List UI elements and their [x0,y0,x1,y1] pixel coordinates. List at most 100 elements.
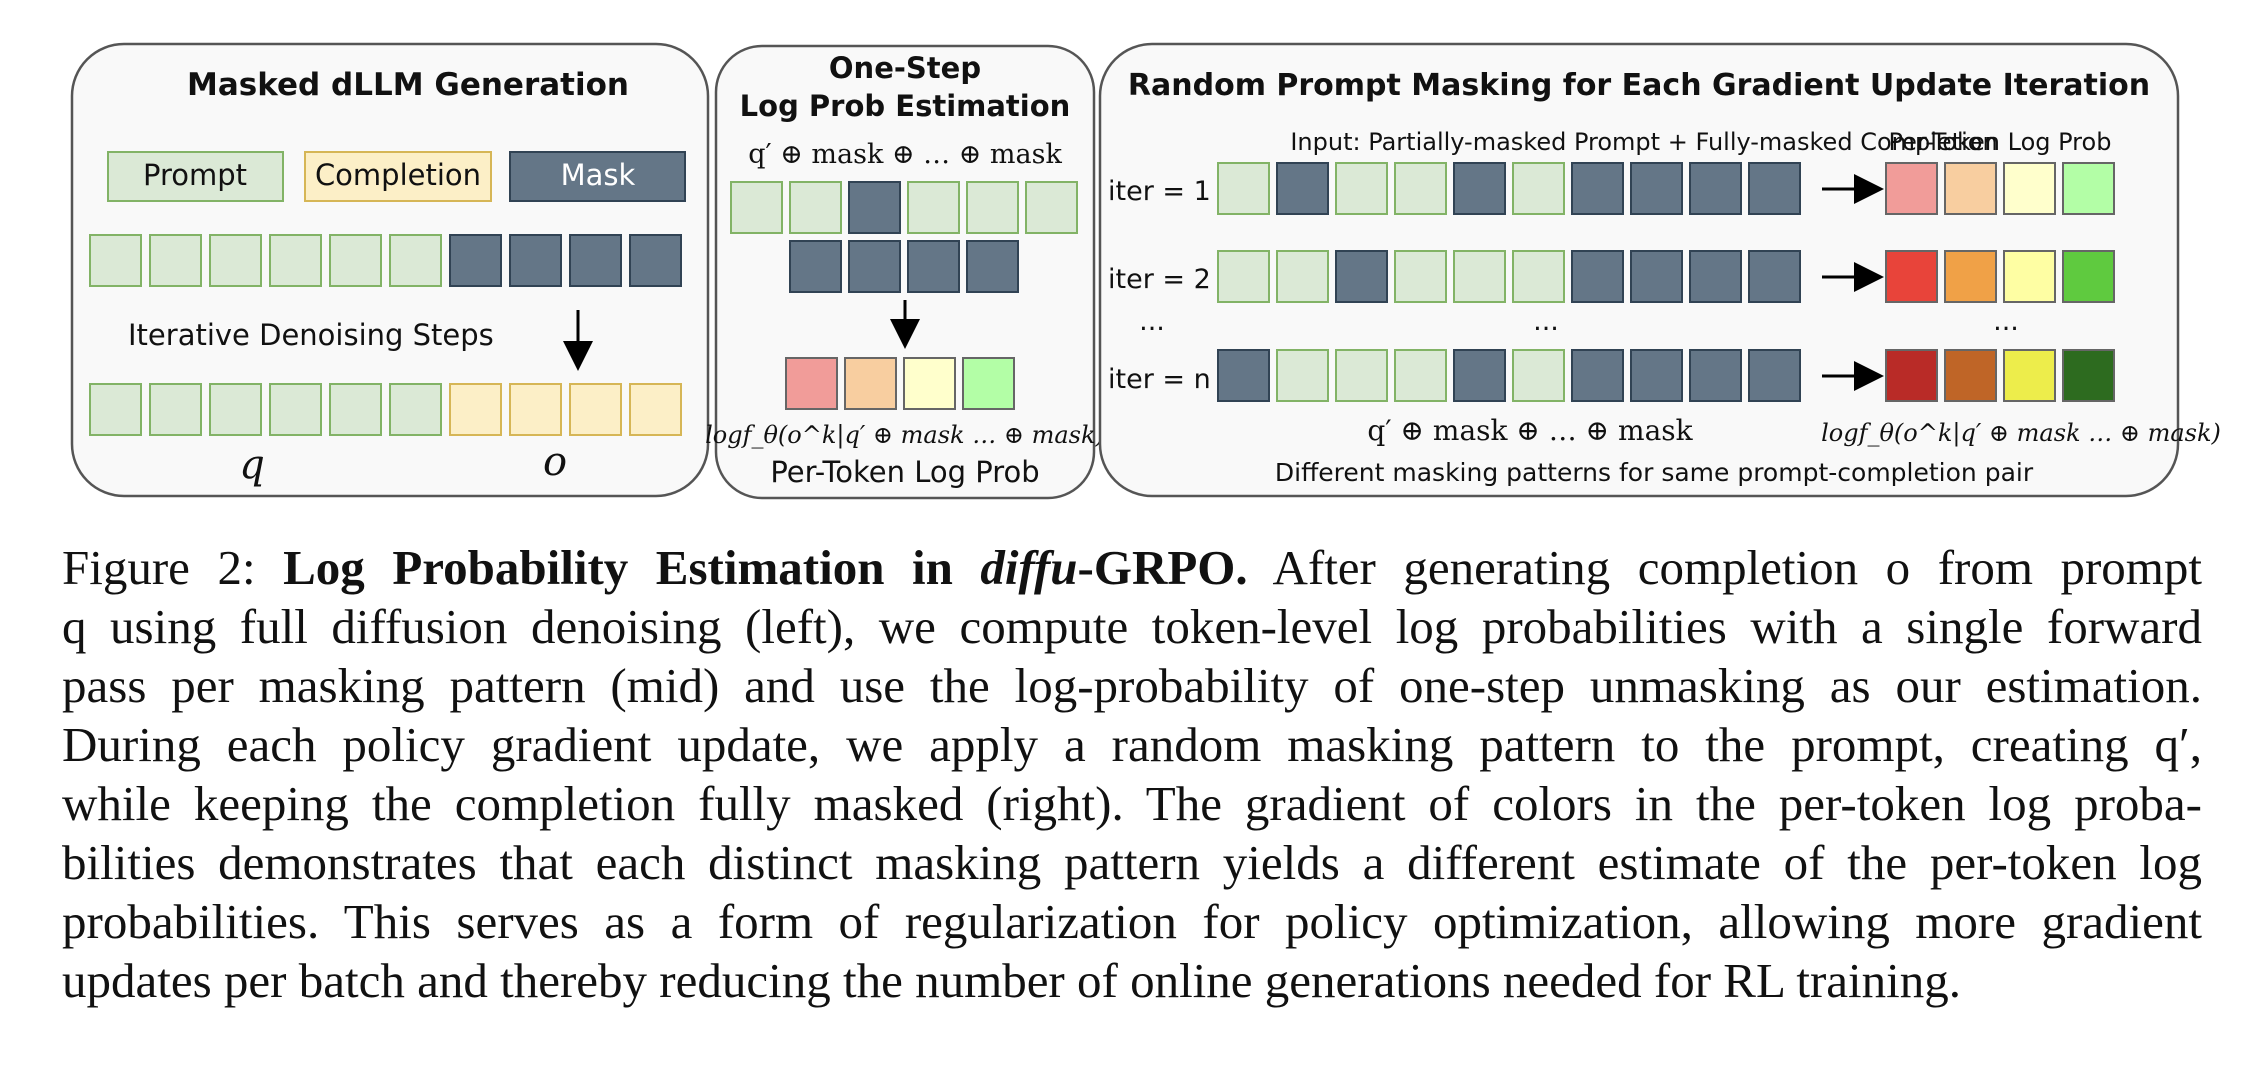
prompt-token [1335,162,1388,215]
mask-token [1571,250,1624,303]
mask-token [1689,250,1742,303]
mask-token [966,240,1019,293]
prompt-token [1025,181,1078,234]
log-prob-token [2003,250,2056,303]
prompt-token [209,234,262,287]
completion-token [449,383,502,436]
panel-middle-title-1: One-Step [829,51,981,85]
panel-random-prompt-masking: Random Prompt Masking for Each Gradient … [1098,42,2221,498]
completion-token [569,383,622,436]
prompt-token [209,383,262,436]
input-label: Input: Partially-masked Prompt + Fully-m… [1290,128,1997,156]
caption-line-6: bilities demonstrates that each distinct… [62,835,2202,890]
log-prob-token [1944,162,1997,215]
log-prob-token [2003,349,2056,402]
token-row-log-prob [785,357,1015,410]
prompt-token [149,383,202,436]
log-prob-token [2003,162,2056,215]
caption-label: Figure 2: [62,540,256,595]
prompt-token [1512,349,1565,402]
mask-token [1748,349,1801,402]
legend-prompt-label: Prompt [143,158,247,192]
prompt-token [269,234,322,287]
prompt-token [1453,250,1506,303]
prompt-token [1335,349,1388,402]
prompt-token [907,181,960,234]
log-prob-token [2062,349,2115,402]
mask-token [1689,162,1742,215]
mask-token [509,234,562,287]
mask-token [1571,349,1624,402]
mask-token [1453,162,1506,215]
prompt-token [789,181,842,234]
iter-2-label: iter = 2 [1108,264,1211,295]
mask-token [629,234,682,287]
mask-token [789,240,842,293]
log-prob-token [2062,250,2115,303]
caption-line-7: probabilities. This serves as a form of … [62,894,2202,949]
panel-masked-dllm-generation: Masked dLLM Generation Prompt Completion… [70,42,710,498]
caption-line-2: q using full diffusion denoising (left),… [62,599,2202,654]
formula-q-prime-mask: q′ ⊕ mask ⊕ … ⊕ mask [748,139,1062,170]
mask-token [1689,349,1742,402]
mask-token [1630,349,1683,402]
mask-token [1748,250,1801,303]
per-token-log-prob-label: Per-Token Log Prob [1889,128,2112,156]
mask-token [1217,349,1270,402]
prompt-token [1394,349,1447,402]
ellipsis-tokens: ... [1533,306,1559,337]
method-figure: Masked dLLM Generation Prompt Completion… [70,42,2221,500]
log-prob-token [1885,250,1938,303]
caption-title: Log Probability Estimation in diffu-GRPO… [283,540,1248,595]
figure-caption: Figure 2: Log Probability Estimation in … [62,538,2202,1010]
prompt-token [1217,250,1270,303]
prompt-token [89,234,142,287]
panel-middle-footer: Per-Token Log Prob [770,455,1039,489]
log-prob-token [1944,349,1997,402]
mask-token [449,234,502,287]
prompt-token [1512,250,1565,303]
mask-token [848,240,901,293]
prompt-token [966,181,1019,234]
mask-token [569,234,622,287]
prompt-token [269,383,322,436]
prompt-token [1512,162,1565,215]
prompt-token [149,234,202,287]
formula-log-prob-right: logf_θ(o^k|q′ ⊕ mask … ⊕ mask) [1821,419,2221,448]
panel-one-step-log-prob: One-Step Log Prob Estimation q′ ⊕ mask ⊕… [705,44,1105,500]
prompt-q-label: q [239,442,265,488]
caption-text-1: After generating completion o from promp… [1272,540,2203,595]
mask-token [1335,250,1388,303]
prompt-token [1394,162,1447,215]
prompt-token [730,181,783,234]
prompt-token [329,383,382,436]
legend-completion-label: Completion [315,158,481,192]
ellipsis-log-probs: ... [1993,306,2019,337]
iter-n-label: iter = n [1108,364,1211,395]
legend-mask-box [509,151,686,202]
panel-right-title: Random Prompt Masking for Each Gradient … [1128,68,2150,103]
log-prob-token [2062,162,2115,215]
token-row-initial [89,234,682,287]
iteration-token-rows [1217,162,2115,402]
log-prob-token [1885,349,1938,402]
prompt-token [89,383,142,436]
mask-token [1276,162,1329,215]
denoising-steps-label: Iterative Denoising Steps [128,318,494,352]
formula-q-prime-mask-right: q′ ⊕ mask ⊕ … ⊕ mask [1367,414,1693,447]
mask-token [1630,162,1683,215]
prompt-token [329,234,382,287]
mask-token [1630,250,1683,303]
token-row-completion-masked [789,240,1019,293]
panel-middle-title-2: Log Prob Estimation [740,89,1071,123]
mask-token [848,181,901,234]
prompt-token [1276,349,1329,402]
prompt-token [389,234,442,287]
ellipsis-iters: ... [1139,306,1165,337]
legend-mask-label: Mask [561,158,636,192]
prompt-token [1276,250,1329,303]
log-prob-token [1944,250,1997,303]
legend-completion-box [304,151,492,202]
mask-token [1571,162,1624,215]
log-prob-token [903,357,956,410]
